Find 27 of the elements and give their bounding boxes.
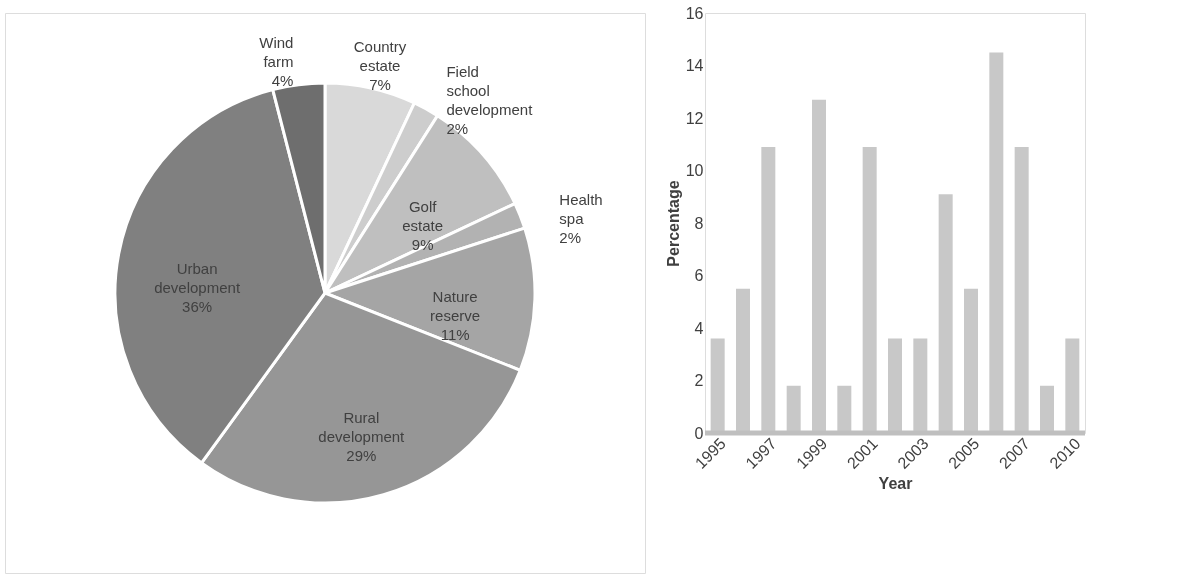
y-tick-label: 4 bbox=[694, 319, 704, 337]
slice-label: Wind farm bbox=[259, 33, 294, 70]
slice-label: Golf estate bbox=[402, 197, 444, 234]
data-label: 2% bbox=[446, 120, 469, 138]
slice-label: Urban development bbox=[154, 259, 241, 296]
data-label: 2% bbox=[559, 229, 581, 247]
slice-label: Health spa bbox=[559, 191, 603, 228]
y-axis-title: Percentage bbox=[664, 180, 682, 267]
y-tick-label: 6 bbox=[694, 267, 704, 284]
y-tick-label: 2 bbox=[694, 372, 704, 389]
y-tick-label: 16 bbox=[685, 4, 704, 22]
y-tick-label: 14 bbox=[685, 57, 704, 74]
slice-label: Field school development bbox=[446, 63, 534, 119]
data-label: 7% bbox=[369, 76, 391, 94]
data-label: 36% bbox=[182, 297, 213, 315]
data-label: 4% bbox=[271, 71, 294, 89]
slice-label: Nature reserve bbox=[430, 288, 481, 325]
data-label: 9% bbox=[411, 235, 434, 253]
slice-label: Rural development bbox=[318, 409, 406, 446]
y-tick-label: 8 bbox=[694, 214, 704, 232]
data-label: 11% bbox=[440, 326, 470, 344]
y-tick-label: 10 bbox=[685, 162, 704, 179]
y-tick-label: 12 bbox=[685, 109, 704, 127]
data-label: 29% bbox=[346, 447, 377, 465]
slice-label: Country estate bbox=[353, 38, 407, 75]
y-tick-label: 0 bbox=[694, 424, 704, 442]
x-axis-title: Year bbox=[878, 474, 913, 492]
